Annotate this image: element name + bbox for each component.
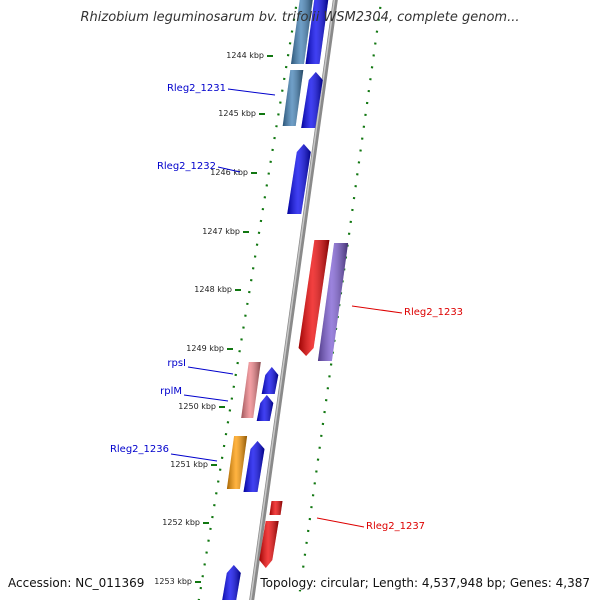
gene-label-rleg2-1233[interactable]: Rleg2_1233 — [404, 307, 463, 318]
map-title: Rhizobium leguminosarum bv. trifolii WSM… — [80, 10, 520, 25]
leader-line-rleg2-1231 — [227, 88, 276, 96]
kbp-tick-label: 1248 kbp — [194, 285, 232, 294]
gene-label-rleg2-1232[interactable]: Rleg2_1232 — [157, 161, 216, 172]
kbp-tick-label: 1245 kbp — [218, 109, 256, 118]
genome-backbone — [249, 0, 338, 600]
feature-rleg2-1231-shading — [282, 70, 304, 126]
gene-rplm[interactable] — [256, 395, 274, 421]
gene-label-rleg2-1231[interactable]: Rleg2_1231 — [167, 83, 226, 94]
gene-label-rleg2-1237[interactable]: Rleg2_1237 — [366, 521, 425, 532]
gene-small-red[interactable] — [269, 501, 283, 515]
gene-upper-blue-shading — [305, 0, 329, 64]
feature-rleg2-1236-shading — [226, 436, 248, 489]
gene-rleg2-1233-shading — [298, 240, 330, 356]
kbp-tick-label: 1252 kbp — [162, 518, 200, 527]
gene-rleg2-1237-shading — [259, 521, 279, 568]
gene-rleg2-1232[interactable] — [287, 144, 311, 214]
leader-line-rleg2-1233 — [351, 305, 403, 314]
gene-features — [221, 0, 349, 600]
backbone-highlight — [249, 0, 336, 600]
gene-rpsi[interactable] — [261, 367, 279, 394]
gene-upper-blue[interactable] — [305, 0, 329, 64]
gene-rleg2-1231-shading — [301, 72, 323, 128]
feature-rpsi-shading — [241, 362, 261, 418]
feature-rleg2-1233-shading — [317, 243, 349, 361]
gene-lower-blue-shading — [222, 565, 241, 600]
gene-rpsi-shading — [261, 367, 279, 394]
gene-label-rleg2-1236[interactable]: Rleg2_1236 — [110, 444, 169, 455]
backbone-line — [249, 0, 338, 600]
feature-rleg2-1236[interactable] — [226, 436, 248, 489]
kbp-tick-label: 1249 kbp — [186, 344, 224, 353]
feature-rleg2-1231[interactable] — [282, 70, 304, 126]
gene-rplm-shading — [256, 395, 274, 421]
topology-info: Topology: circular; Length: 4,537,948 bp… — [260, 576, 590, 590]
gene-rleg2-1237[interactable] — [259, 521, 279, 568]
leader-line-rleg2-1236 — [170, 453, 218, 462]
kbp-ticks: 1244 kbp 1245 kbp 1246 kbp 1247 kbp 1248 kbp… — [154, 51, 273, 586]
leader-line-rleg2-1237 — [316, 517, 365, 528]
kbp-tick-label: 1244 kbp — [226, 51, 264, 60]
feature-rleg2-1233[interactable] — [317, 243, 349, 361]
gene-rleg2-1233[interactable] — [298, 240, 330, 356]
kbp-tick-label: 1246 kbp — [210, 168, 248, 177]
gene-label-rpsi[interactable]: rpsI — [167, 358, 186, 369]
leader-line-rleg2-1232 — [217, 166, 241, 173]
kbp-tick-label: 1250 kbp — [178, 402, 216, 411]
leader-line-rpsi — [187, 366, 234, 375]
gene-label-rplm[interactable]: rplM — [160, 386, 182, 397]
gene-lower-blue[interactable] — [221, 565, 241, 600]
feature-rleg2-1230[interactable] — [291, 0, 313, 64]
feature-rpsi[interactable] — [241, 362, 261, 418]
gene-rleg2-1236[interactable] — [243, 441, 265, 492]
gene-rleg2-1232-shading — [287, 144, 311, 214]
feature-rleg2-1230-shading — [291, 0, 313, 64]
gene-rleg2-1236-shading — [243, 441, 265, 492]
gene-rleg2-1231[interactable] — [301, 72, 323, 128]
accession-label: Accession: NC_011369 — [8, 576, 145, 590]
kbp-tick-label: 1251 kbp — [170, 460, 208, 469]
leader-line-rplm — [183, 394, 229, 402]
gene-labels: Rleg2_1231 Rleg2_1232 Rleg2_1233 rpsI rplM Rl… — [110, 83, 463, 532]
kbp-tick-label: 1253 kbp — [154, 577, 192, 586]
gene-small-red-shading — [269, 501, 283, 515]
kbp-tick-label: 1247 kbp — [202, 227, 240, 236]
